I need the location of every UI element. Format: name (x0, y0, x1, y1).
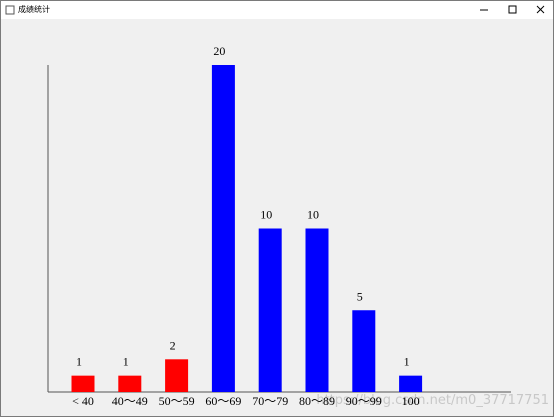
x-tick-label: 70～79 (252, 394, 288, 408)
x-tick-label: 60～69 (205, 394, 241, 408)
bar (305, 228, 329, 392)
value-label: 1 (76, 355, 82, 369)
window-title: 成绩统计 (18, 5, 50, 14)
chart: https://blog.csdn.net/m0_37717751 1 < 40 1… (47, 44, 549, 408)
maximize-button[interactable] (508, 5, 517, 14)
x-tick-label: 100 (402, 394, 420, 408)
bar (165, 359, 189, 392)
title-bar: 成绩统计 (1, 1, 553, 19)
close-button[interactable] (536, 5, 545, 14)
value-label: 2 (170, 338, 176, 352)
title-bar-icons (5, 5, 545, 15)
watermark: https://blog.csdn.net/m0_37717751 (316, 393, 549, 408)
value-label: 10 (260, 208, 272, 222)
x-tick-label: 50～59 (159, 394, 195, 408)
value-label: 5 (357, 289, 363, 303)
bar (71, 375, 95, 392)
bar (399, 375, 423, 392)
value-label: 1 (123, 355, 129, 369)
x-tick-label: 40～49 (112, 394, 148, 408)
value-label: 1 (404, 355, 410, 369)
bar (258, 228, 282, 392)
x-tick-label: 80～89 (299, 394, 335, 408)
app-icon (5, 5, 15, 15)
bar (118, 375, 142, 392)
bar (211, 65, 235, 392)
x-tick-label: 90～99 (346, 394, 382, 408)
bar (352, 310, 376, 392)
x-tick-label: < 40 (72, 394, 94, 408)
value-label: 10 (307, 208, 319, 222)
value-label: 20 (213, 44, 225, 58)
